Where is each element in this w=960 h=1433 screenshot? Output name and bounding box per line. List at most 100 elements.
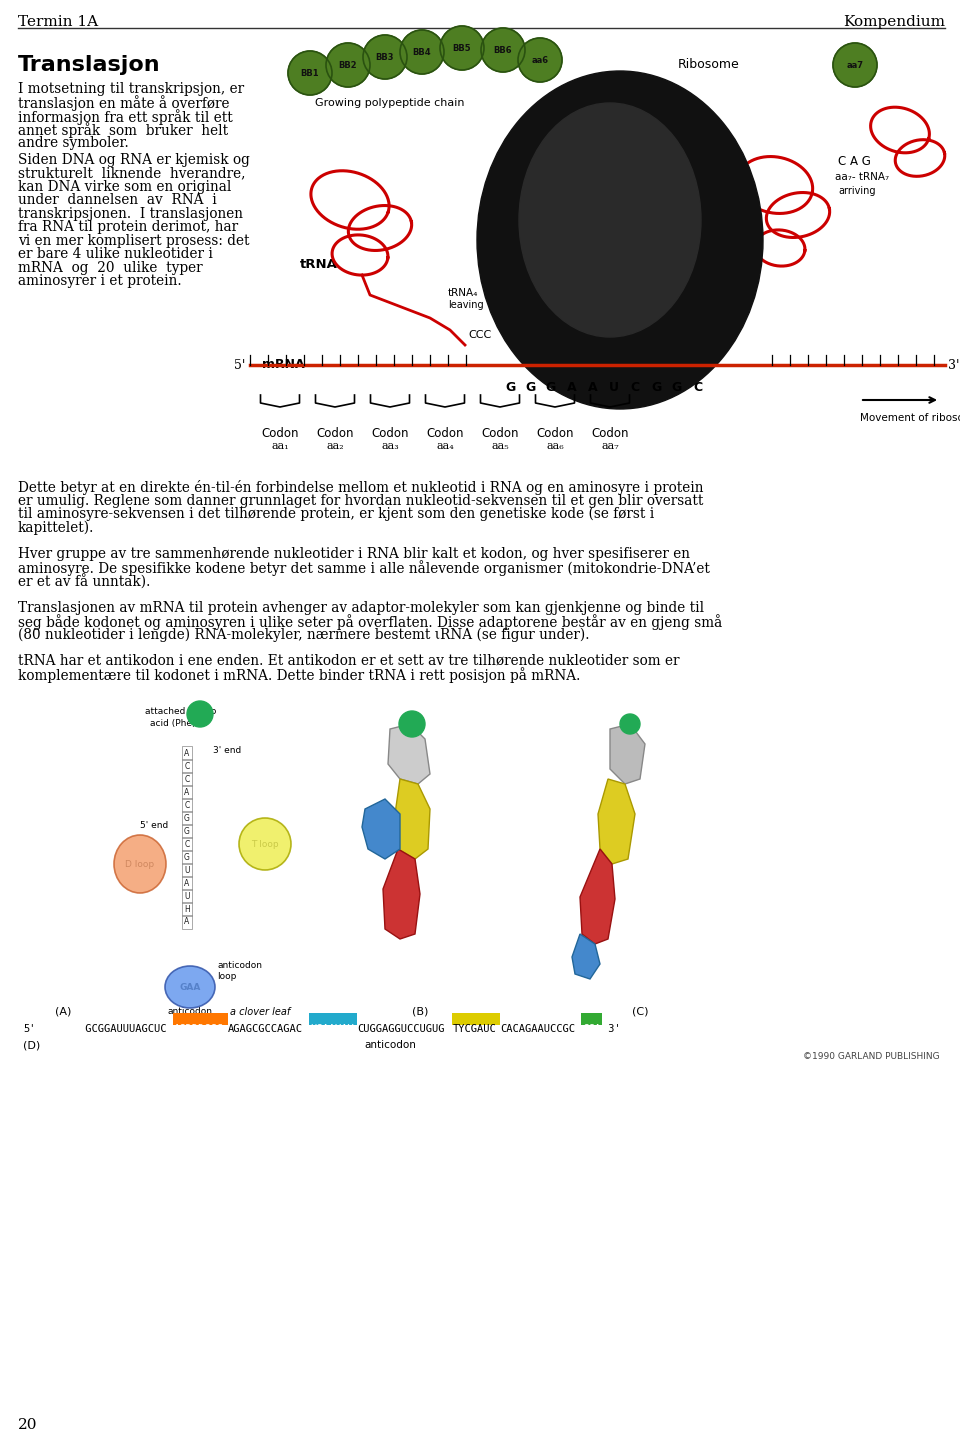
Text: C: C <box>631 381 639 394</box>
Text: aa₇: aa₇ <box>601 441 619 451</box>
Text: arriving: arriving <box>838 186 876 196</box>
Text: Siden DNA og RNA er kjemisk og: Siden DNA og RNA er kjemisk og <box>18 152 250 166</box>
Text: Kompendium: Kompendium <box>843 14 945 29</box>
Circle shape <box>620 714 640 734</box>
Text: mRNA  og  20  ulike  typer: mRNA og 20 ulike typer <box>18 261 203 275</box>
Text: er umulig. Reglene som danner grunnlaget for hvordan nukleotid-sekvensen til et : er umulig. Reglene som danner grunnlaget… <box>18 493 704 507</box>
Text: aa₃: aa₃ <box>381 441 398 451</box>
Circle shape <box>288 52 332 95</box>
Text: attached amino: attached amino <box>145 706 216 716</box>
Circle shape <box>399 711 425 737</box>
Text: H: H <box>184 904 190 913</box>
Text: BB3: BB3 <box>375 53 395 62</box>
Text: leaving: leaving <box>448 299 484 310</box>
Text: A: A <box>184 878 190 887</box>
Text: A: A <box>184 748 190 758</box>
Text: (B): (B) <box>412 1007 428 1017</box>
Circle shape <box>833 43 877 87</box>
Text: aa₄: aa₄ <box>436 441 454 451</box>
Text: informasjon fra ett språk til ett: informasjon fra ett språk til ett <box>18 109 232 125</box>
Text: Ribosome: Ribosome <box>678 57 740 72</box>
Polygon shape <box>388 724 430 784</box>
Text: loop: loop <box>217 972 236 982</box>
Text: annet språk  som  bruker  helt: annet språk som bruker helt <box>18 122 228 139</box>
Text: GAA: GAA <box>180 983 201 992</box>
Text: G: G <box>184 814 190 823</box>
Text: C: C <box>693 381 703 394</box>
Polygon shape <box>572 934 600 979</box>
Text: aa₅: aa₅ <box>492 441 509 451</box>
Text: ©1990 GARLAND PUBLISHING: ©1990 GARLAND PUBLISHING <box>804 1052 940 1060</box>
Text: I motsetning til transkripsjon, er: I motsetning til transkripsjon, er <box>18 82 244 96</box>
Text: Codon: Codon <box>426 427 464 440</box>
Text: TYCGAUC: TYCGAUC <box>452 1025 496 1035</box>
Circle shape <box>187 701 213 727</box>
Text: BB1: BB1 <box>300 69 320 77</box>
Text: komplementære til kodonet i mRNA. Dette binder tRNA i rett posisjon på mRNA.: komplementære til kodonet i mRNA. Dette … <box>18 668 581 684</box>
Text: Codon: Codon <box>261 427 299 440</box>
Text: 20: 20 <box>18 1419 37 1432</box>
Text: A: A <box>184 917 190 927</box>
Text: 3' end: 3' end <box>213 747 241 755</box>
Text: til aminosyre-sekvensen i det tilhørende protein, er kjent som den genetiske kod: til aminosyre-sekvensen i det tilhørende… <box>18 507 655 522</box>
Text: tRNA: tRNA <box>300 258 338 271</box>
Text: CACAGAAUCCGC: CACAGAAUCCGC <box>500 1025 575 1035</box>
Text: andre symboler.: andre symboler. <box>18 136 129 150</box>
Text: Translasjonen av mRNA til protein avhenger av adaptor-molekyler som kan gjenkjen: Translasjonen av mRNA til protein avheng… <box>18 600 704 615</box>
Text: UGAAYAY: UGAAYAY <box>310 1025 353 1035</box>
Polygon shape <box>383 848 420 939</box>
Polygon shape <box>598 780 635 864</box>
FancyBboxPatch shape <box>451 1013 500 1025</box>
Text: G: G <box>672 381 683 394</box>
Text: U: U <box>609 381 619 394</box>
Text: under  dannelsen  av  RNA  i: under dannelsen av RNA i <box>18 193 217 206</box>
Text: G: G <box>184 853 190 861</box>
Text: U: U <box>184 866 190 874</box>
Text: tRNA har et antikodon i ene enden. Et antikodon er et sett av tre tilhørende nuk: tRNA har et antikodon i ene enden. Et an… <box>18 653 680 668</box>
Text: Growing polypeptide chain: Growing polypeptide chain <box>315 97 465 107</box>
Text: A: A <box>184 788 190 797</box>
Polygon shape <box>610 724 645 784</box>
Text: AGDDDGGG: AGDDDGGG <box>174 1025 224 1035</box>
Text: (80 nukleotider i lengde) RNA-molekyler, nærmere bestemt ιRNA (se figur under).: (80 nukleotider i lengde) RNA-molekyler,… <box>18 628 589 642</box>
Text: anticodon: anticodon <box>167 1007 212 1016</box>
Text: BB6: BB6 <box>493 46 513 54</box>
Text: BB5: BB5 <box>453 43 471 53</box>
Circle shape <box>363 34 407 79</box>
Text: C A G: C A G <box>838 155 871 168</box>
Text: G: G <box>505 381 516 394</box>
Text: aa₆: aa₆ <box>546 441 564 451</box>
Text: GCGGAUUUAGCUC: GCGGAUUUAGCUC <box>79 1025 166 1035</box>
Text: transkripsjonen.  I translasjonen: transkripsjonen. I translasjonen <box>18 206 243 221</box>
Circle shape <box>326 43 370 87</box>
Text: aa7: aa7 <box>847 60 863 69</box>
Text: Codon: Codon <box>591 427 629 440</box>
Text: (D): (D) <box>23 1040 40 1050</box>
Text: C: C <box>184 801 190 810</box>
Polygon shape <box>580 848 615 944</box>
Text: 5': 5' <box>233 358 245 371</box>
Text: aa₁: aa₁ <box>271 441 289 451</box>
Text: T loop: T loop <box>252 840 278 848</box>
Text: Hver gruppe av tre sammenhørende nukleotider i RNA blir kalt et kodon, og hver s: Hver gruppe av tre sammenhørende nukleot… <box>18 547 690 560</box>
Text: Codon: Codon <box>537 427 574 440</box>
Text: translasjon en måte å overføre: translasjon en måte å overføre <box>18 96 229 112</box>
Text: (C): (C) <box>632 1007 648 1017</box>
Text: CUGGAGGUCCUGUG: CUGGAGGUCCUGUG <box>357 1025 444 1035</box>
Text: tRNA₄: tRNA₄ <box>448 288 478 298</box>
Text: aminosyre. De spesifikke kodene betyr det samme i alle nålevende organismer (mit: aminosyre. De spesifikke kodene betyr de… <box>18 560 709 576</box>
Text: C: C <box>184 761 190 771</box>
Text: a clover leaf: a clover leaf <box>230 1007 290 1017</box>
Text: aminosyrer i et protein.: aminosyrer i et protein. <box>18 274 181 288</box>
Text: C: C <box>184 840 190 848</box>
Text: 5' end: 5' end <box>140 821 168 830</box>
Text: kapittelet).: kapittelet). <box>18 520 94 535</box>
Text: Dette betyr at en direkte én-til-én forbindelse mellom et nukleotid i RNA og en : Dette betyr at en direkte én-til-én forb… <box>18 480 704 494</box>
Text: Codon: Codon <box>481 427 518 440</box>
Text: C: C <box>184 774 190 784</box>
Circle shape <box>518 39 562 82</box>
Text: (A): (A) <box>55 1007 71 1017</box>
Text: fra RNA til protein derimot, har: fra RNA til protein derimot, har <box>18 221 238 234</box>
Text: Codon: Codon <box>372 427 409 440</box>
Text: Translasjon: Translasjon <box>18 54 160 75</box>
